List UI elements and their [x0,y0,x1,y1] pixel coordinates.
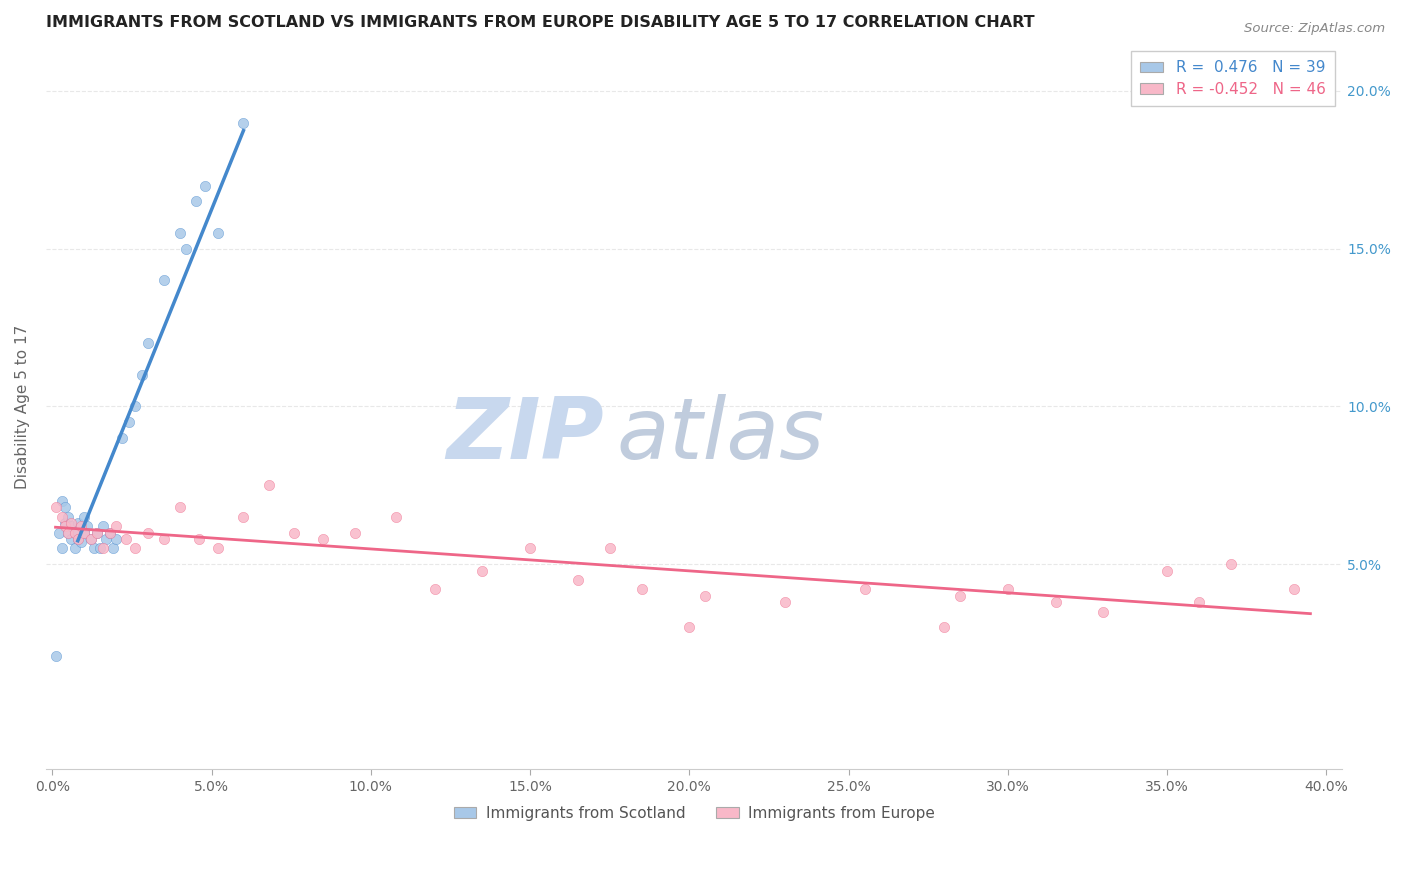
Point [91,519,114,533]
Point [58,525,80,540]
Point [169,500,191,515]
Point [174,242,197,256]
Point [79,532,101,546]
Point [51,509,73,524]
Point [153,273,176,287]
Point [70,519,93,533]
Point [76,519,98,533]
Point [853,582,876,597]
Point [51,541,73,556]
Point [153,532,176,546]
Point [98,525,121,540]
Text: ZIP: ZIP [446,394,603,477]
Point [79,532,101,546]
Point [44,500,66,515]
Point [136,336,159,351]
Point [73,509,96,524]
Point [96,532,118,546]
Point [184,194,207,209]
Point [423,582,446,597]
Point [136,525,159,540]
Point [91,541,114,556]
Point [63,525,86,540]
Point [53,500,76,515]
Point [1219,558,1241,572]
Point [105,519,128,533]
Point [207,541,229,556]
Text: Source: ZipAtlas.com: Source: ZipAtlas.com [1244,22,1385,36]
Point [519,541,541,556]
Point [471,564,494,578]
Text: atlas: atlas [616,394,824,477]
Point [111,431,134,445]
Point [63,525,86,540]
Point [194,178,217,193]
Point [58,509,80,524]
Point [44,648,66,663]
Point [66,516,89,531]
Point [73,525,96,540]
Point [187,532,209,546]
Point [124,541,146,556]
Point [66,532,89,546]
Point [60,532,83,546]
Point [232,509,254,524]
Point [934,620,956,634]
Point [1092,605,1115,619]
Point [114,532,136,546]
Point [599,541,621,556]
Point [695,589,717,603]
Point [105,532,128,546]
Y-axis label: Disability Age 5 to 17: Disability Age 5 to 17 [15,325,30,489]
Point [257,478,280,492]
Point [997,582,1019,597]
Point [232,115,254,129]
Point [48,525,70,540]
Point [86,525,108,540]
Point [773,595,796,609]
Point [60,519,83,533]
Point [60,516,83,531]
Point [343,525,366,540]
Legend: Immigrants from Scotland, Immigrants from Europe: Immigrants from Scotland, Immigrants fro… [447,800,941,827]
Text: IMMIGRANTS FROM SCOTLAND VS IMMIGRANTS FROM EUROPE DISABILITY AGE 5 TO 17 CORREL: IMMIGRANTS FROM SCOTLAND VS IMMIGRANTS F… [46,15,1035,30]
Point [73,525,96,540]
Point [63,541,86,556]
Point [124,400,146,414]
Point [169,226,191,240]
Point [101,541,124,556]
Point [58,525,80,540]
Point [86,525,108,540]
Point [678,620,700,634]
Point [118,415,141,429]
Point [1188,595,1211,609]
Point [89,541,111,556]
Point [1284,582,1306,597]
Point [53,519,76,533]
Point [98,525,121,540]
Point [66,532,89,546]
Point [283,525,305,540]
Point [1156,564,1178,578]
Point [131,368,153,382]
Point [949,589,972,603]
Point [567,573,589,587]
Point [51,494,73,508]
Point [312,532,335,546]
Point [70,535,93,549]
Point [53,516,76,531]
Point [630,582,652,597]
Point [83,541,105,556]
Point [1045,595,1067,609]
Point [385,509,408,524]
Point [207,226,229,240]
